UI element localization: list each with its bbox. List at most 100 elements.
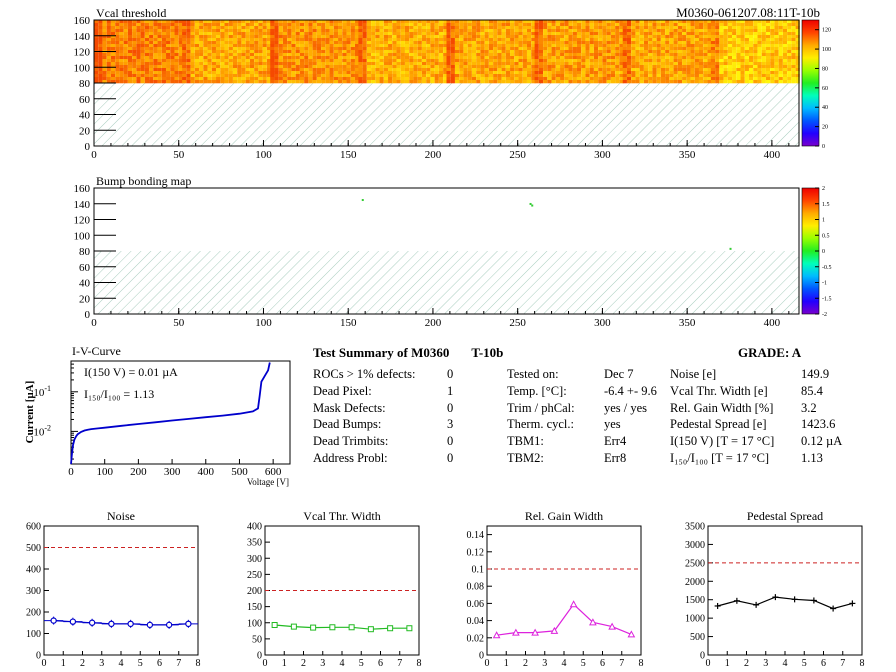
x-tick-label: 100 bbox=[255, 317, 272, 329]
y-tick-label: 300 bbox=[247, 554, 262, 565]
x-tick-label: 5 bbox=[138, 658, 143, 669]
series-line bbox=[717, 596, 853, 610]
x-tick-label: 0 bbox=[706, 658, 711, 669]
x-tick-label: 3 bbox=[763, 658, 768, 669]
x-tick-label: 8 bbox=[860, 658, 865, 669]
x-tick-label: 250 bbox=[509, 149, 526, 161]
module-id: M0360-061207.08:11T-10b bbox=[676, 5, 820, 20]
colorbar bbox=[802, 188, 819, 314]
x-tick-label: 7 bbox=[840, 658, 845, 669]
y-tick-label: 50 bbox=[252, 634, 262, 645]
condition-row: TBM2: Err8 bbox=[507, 450, 627, 465]
x-tick-label: 2 bbox=[523, 658, 528, 669]
x-tick-label: 400 bbox=[764, 317, 781, 329]
y-tick-label: 40 bbox=[79, 110, 91, 122]
bump-bonding-map: 0 50 100 150 200 250 300 350 4000204060801001201… bbox=[74, 174, 832, 329]
colorbar bbox=[802, 20, 819, 146]
colorbar-tick-label: 40 bbox=[822, 105, 828, 111]
data-point bbox=[608, 622, 616, 630]
test-summary: Test Summary of M0360 T-10b GRADE: A ROCs… bbox=[300, 340, 860, 490]
x-tick-label: 0 bbox=[68, 466, 74, 478]
y-tick-label: 200 bbox=[26, 608, 41, 619]
x-tick-label: 4 bbox=[783, 658, 788, 669]
x-tick-label: 300 bbox=[594, 149, 611, 161]
colorbar-tick-label: 1 bbox=[822, 218, 825, 224]
result-row: I₁₅₀/I₁₀₀ [T = 17 °C] 1.13 bbox=[670, 450, 823, 465]
iv-curve-plot: I-V-Curve 0 100 200 300 400 500 600 10-1 10-2 Volt… bbox=[24, 344, 291, 487]
grade-label: GRADE: A bbox=[738, 345, 802, 360]
x-tick-label: 350 bbox=[679, 149, 696, 161]
x-tick-label: 100 bbox=[255, 149, 272, 161]
roc-plot-1: Noise 0 1 2 3 4 5 6 7 8 0 100 200 300 400 500 600 bbox=[26, 509, 201, 669]
x-tick-label: 4 bbox=[340, 658, 345, 669]
data-point bbox=[589, 618, 597, 626]
x-tick-label: 8 bbox=[417, 658, 422, 669]
x-tick-label: 4 bbox=[562, 658, 567, 669]
data-point bbox=[310, 624, 317, 631]
data-point bbox=[550, 626, 559, 634]
data-point bbox=[569, 600, 578, 608]
x-tick-label: 50 bbox=[173, 317, 185, 329]
condition-row: Tested on: Dec 7 bbox=[507, 367, 634, 381]
x-tick-label: 0 bbox=[485, 658, 490, 669]
data-point bbox=[69, 618, 77, 625]
data-point bbox=[50, 617, 57, 624]
x-tick-label: 1 bbox=[725, 658, 730, 669]
colorbar-tick-label: 0 bbox=[822, 144, 825, 150]
y-tick-label: 160 bbox=[74, 15, 91, 27]
y-tick-label: 0.1 bbox=[472, 565, 485, 576]
y-tick-label: 10-1 bbox=[33, 384, 51, 399]
y-tick-label: 160 bbox=[74, 183, 91, 195]
data-point bbox=[406, 625, 413, 632]
y-tick-label: 250 bbox=[247, 570, 262, 581]
y-tick-label: 0.12 bbox=[467, 547, 485, 558]
x-tick-label: 200 bbox=[425, 317, 442, 329]
x-tick-label: 400 bbox=[198, 466, 215, 478]
y-tick-label: 40 bbox=[79, 278, 91, 290]
chart-title: Rel. Gain Width bbox=[525, 509, 603, 523]
colorbar-tick-label: -2 bbox=[822, 312, 827, 318]
y-tick-label: 0.06 bbox=[467, 599, 485, 610]
x-tick-label: 0 bbox=[91, 317, 97, 329]
colorbar-tick-label: -1.5 bbox=[822, 296, 832, 302]
chart-title: Vcal threshold bbox=[96, 6, 166, 20]
defect-pixel bbox=[531, 204, 534, 207]
data-point bbox=[165, 621, 173, 629]
data-point bbox=[367, 626, 374, 633]
x-tick-label: 6 bbox=[821, 658, 826, 669]
series-line bbox=[496, 603, 632, 636]
y-tick-label: 0 bbox=[36, 651, 41, 662]
condition-row: Therm. cycl.: yes bbox=[507, 417, 621, 432]
plot-frame bbox=[707, 525, 863, 656]
x-tick-label: 3 bbox=[320, 658, 325, 669]
unbonded-region-hatch bbox=[94, 83, 799, 146]
x-tick-label: 5 bbox=[581, 658, 586, 669]
results-list: Noise [e] 149.9 Vcal Thr. Width [e] 85.4 R… bbox=[670, 366, 842, 467]
data-point bbox=[348, 624, 355, 631]
x-tick-label: 50 bbox=[173, 149, 185, 161]
y-tick-label: 1000 bbox=[685, 614, 705, 625]
data-point bbox=[531, 628, 539, 636]
condition-row: TBM1: Err4 bbox=[507, 434, 627, 449]
y-tick-label: 0 bbox=[257, 651, 262, 662]
x-tick-label: 5 bbox=[359, 658, 364, 669]
colorbar-tick-label: 80 bbox=[822, 66, 828, 72]
data-point bbox=[627, 630, 636, 638]
plot-frame bbox=[43, 525, 199, 656]
defect-row: ROCs > 1% defects: 0 bbox=[313, 367, 454, 381]
defect-row: Dead Bumps: 3 bbox=[313, 417, 454, 432]
data-point bbox=[512, 628, 520, 636]
x-tick-label: 4 bbox=[119, 658, 124, 669]
y-tick-label: 80 bbox=[79, 246, 91, 258]
y-tick-label: 60 bbox=[79, 262, 91, 274]
chart-title: I-V-Curve bbox=[72, 344, 121, 358]
colorbar-tick-label: 60 bbox=[822, 86, 828, 92]
colorbar-tick-label: 0.5 bbox=[822, 233, 830, 239]
y-tick-label: 0.04 bbox=[467, 616, 485, 627]
x-tick-label: 6 bbox=[600, 658, 605, 669]
y-tick-label: 80 bbox=[79, 78, 91, 90]
colorbar-tick-label: 0 bbox=[822, 249, 825, 255]
chart-title: Bump bonding map bbox=[96, 174, 191, 188]
x-tick-label: 1 bbox=[504, 658, 509, 669]
